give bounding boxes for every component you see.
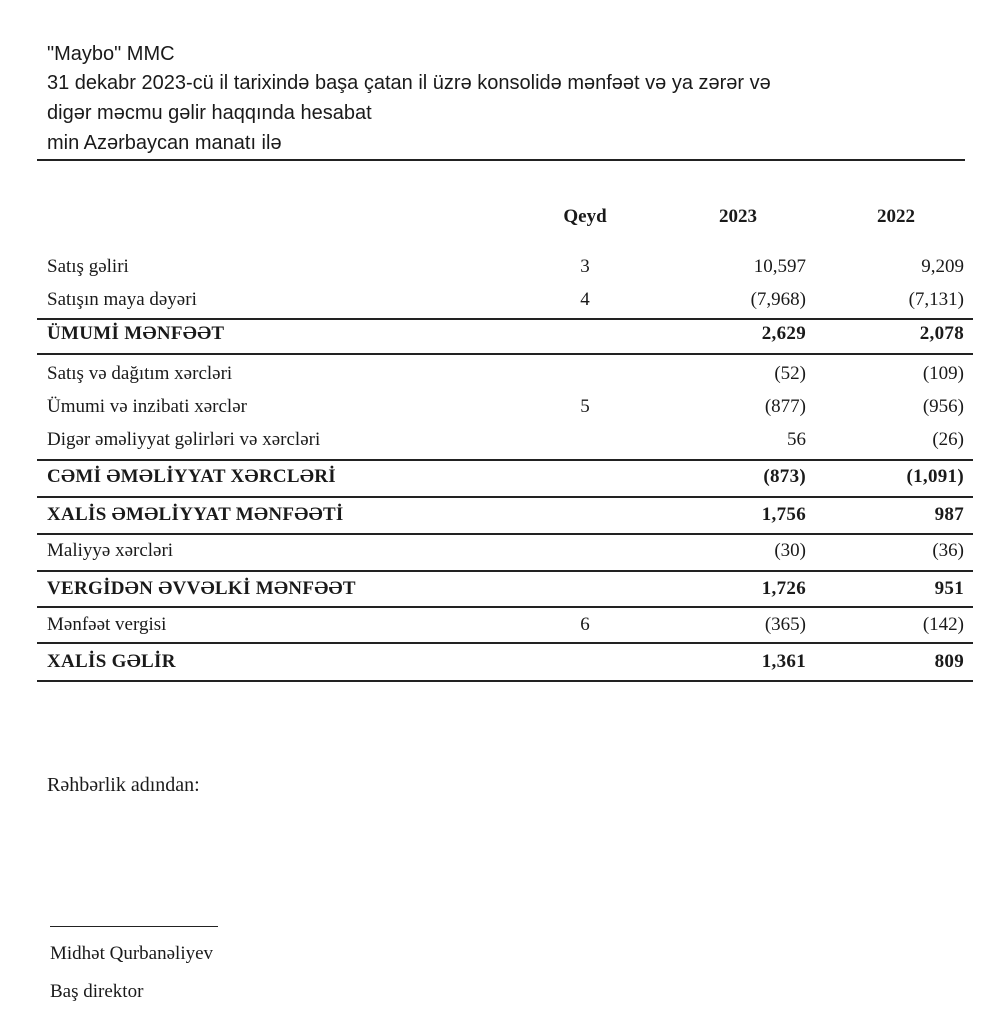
row-rule: [37, 606, 973, 608]
row-label: Satış və dağıtım xərcləri: [47, 363, 233, 384]
row-rule: [37, 353, 973, 355]
col-header-2023: 2023: [719, 206, 757, 227]
signer-name: Midhət Qurbanəliyev: [50, 943, 214, 964]
row-rule: [37, 318, 973, 320]
row-value-2023: 2,629: [761, 323, 806, 344]
row-note: 5: [580, 396, 590, 417]
row-label: XALİS ƏMƏLİYYAT MƏNFƏƏTİ: [47, 504, 344, 525]
currency-note: min Azərbaycan manatı ilə: [47, 132, 282, 154]
row-label: Digər əməliyyat gəlirləri və xərcləri: [47, 429, 321, 450]
row-rule: [37, 459, 973, 461]
row-rule: [37, 642, 973, 644]
signature-line: [50, 926, 218, 927]
row-label: CƏMİ ƏMƏLİYYAT XƏRCLƏRİ: [47, 466, 336, 487]
row-value-2022: (7,131): [908, 289, 964, 310]
on-behalf-label: Rəhbərlik adından:: [47, 774, 200, 796]
row-value-2022: (36): [932, 540, 964, 561]
col-header-note: Qeyd: [563, 206, 607, 227]
row-rule: [37, 680, 973, 682]
row-rule: [37, 570, 973, 572]
row-value-2022: 987: [934, 504, 964, 525]
row-label: ÜMUMİ MƏNFƏƏT: [47, 323, 225, 344]
row-value-2022: (142): [922, 614, 964, 635]
row-value-2023: 1,756: [761, 504, 806, 525]
row-value-2022: (956): [922, 396, 964, 417]
row-value-2023: (52): [774, 363, 806, 384]
row-rule: [37, 533, 973, 535]
statement-title-line1: 31 dekabr 2023-cü il tarixində başa çata…: [47, 72, 771, 94]
row-value-2022: 9,209: [921, 256, 964, 277]
company-name: "Maybo" MMC: [47, 43, 175, 65]
row-rule: [37, 496, 973, 498]
row-label: Maliyyə xərcləri: [47, 540, 174, 561]
row-value-2023: (873): [763, 466, 806, 487]
row-value-2023: (7,968): [750, 289, 806, 310]
statement-title-line2: digər məcmu gəlir haqqında hesabat: [47, 102, 372, 124]
row-note: 6: [580, 614, 590, 635]
row-label: Mənfəət vergisi: [47, 614, 167, 635]
row-value-2022: 809: [934, 651, 964, 672]
row-value-2023: (877): [764, 396, 806, 417]
row-value-2022: (1,091): [906, 466, 964, 487]
row-value-2022: 2,078: [919, 323, 964, 344]
row-value-2023: (365): [764, 614, 806, 635]
row-value-2022: (26): [932, 429, 964, 450]
row-label: XALİS GƏLİR: [47, 651, 176, 672]
row-label: Satış gəliri: [47, 256, 129, 277]
row-value-2023: 1,361: [761, 651, 806, 672]
row-label: Ümumi və inzibati xərclər: [47, 396, 247, 417]
row-note: 3: [580, 256, 590, 277]
header-rule: [37, 159, 965, 161]
row-value-2023: (30): [774, 540, 806, 561]
row-value-2023: 1,726: [761, 578, 806, 599]
row-label: VERGİDƏN ƏVVƏLKİ MƏNFƏƏT: [47, 578, 356, 599]
row-value-2022: (109): [922, 363, 964, 384]
row-value-2023: 10,597: [753, 256, 806, 277]
signer-title: Baş direktor: [50, 981, 144, 1002]
row-note: 4: [580, 289, 590, 310]
row-label: Satışın maya dəyəri: [47, 289, 197, 310]
row-value-2022: 951: [934, 578, 964, 599]
row-value-2023: 56: [787, 429, 806, 450]
col-header-2022: 2022: [877, 206, 915, 227]
